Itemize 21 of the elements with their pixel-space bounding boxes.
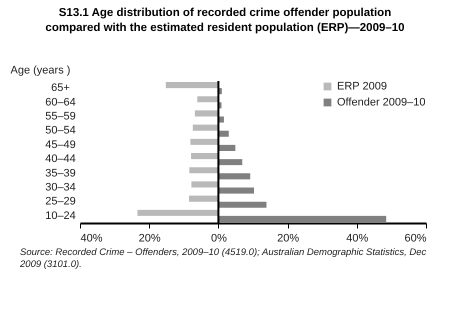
x-tick-label: 40% [346,232,369,244]
x-tick-label: 20% [277,232,300,244]
y-axis-title: Age (years ) [10,64,70,76]
y-tick-label: 35–39 [45,167,76,180]
y-tick-label: 45–49 [45,138,76,151]
legend-label: Offender 2009–10 [337,96,426,108]
y-tick-label: 50–54 [45,124,76,137]
y-tick-label: 65+ [51,82,70,94]
chart-title: S13.1 Age distribution of recorded crime offender population compared with the estimated resident population (ERP)—2009–10 [44,6,406,36]
x-tick-label: 40% [80,232,103,244]
y-tick-label: 55–59 [45,110,76,122]
y-tick-label: 30–34 [45,182,76,194]
y-tick-label: 40–44 [45,153,76,166]
source-note: Source: Recorded Crime – Offenders, 2009–10 (4519.0); Australian Demographic Statistics, Dec 2009 (3101.0). [20,247,428,271]
y-tick-label: 25–29 [45,196,76,208]
x-tick-label: 60% [404,232,427,244]
y-tick-label: 10–24 [45,210,76,222]
y-tick-label: 60–64 [45,96,76,108]
legend-label: ERP 2009 [337,80,387,92]
x-tick-label: 0% [210,232,228,244]
x-tick-label: 20% [138,232,161,244]
